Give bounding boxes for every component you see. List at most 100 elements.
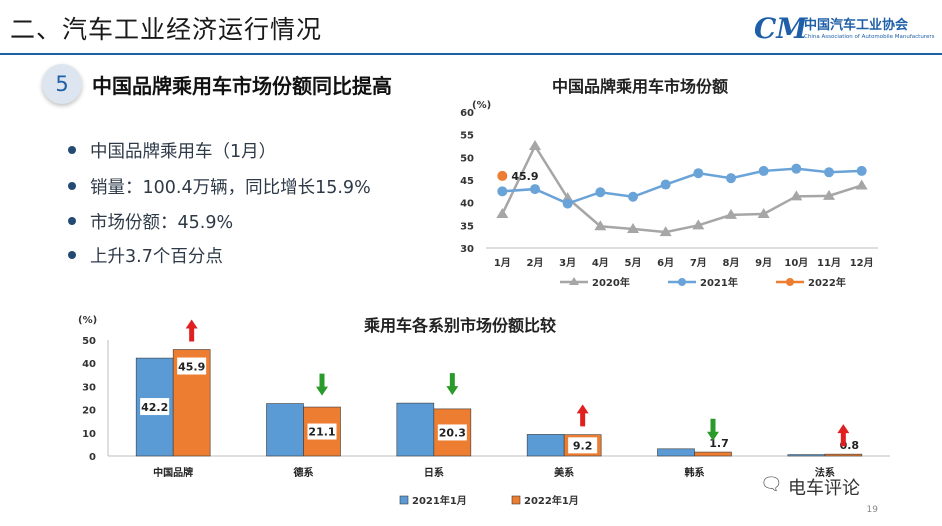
line-chart-x-tick: 11月	[817, 257, 841, 269]
bullet-item: 市场份额：45.9%	[68, 209, 233, 234]
section-title: 二、汽车工业经济运行情况	[10, 15, 323, 44]
legend-swatch	[399, 495, 409, 505]
bar-chart-y-tick: 0	[89, 452, 96, 463]
line-chart-unit: (%)	[472, 100, 491, 111]
line-data-label: 45.9	[511, 170, 538, 183]
bar	[526, 434, 565, 457]
line-chart-x-tick: 2月	[527, 257, 544, 269]
line-point	[529, 140, 541, 150]
line-chart-x-tick: 9月	[755, 257, 772, 269]
line-point	[497, 170, 508, 181]
line-chart-x-tick: 10月	[784, 257, 808, 269]
line-point	[530, 184, 540, 195]
label-box	[568, 437, 598, 454]
bar-category-label: 日系	[424, 466, 444, 479]
label-box	[307, 423, 337, 440]
line-series-2020年	[501, 143, 863, 234]
legend-label: 2021年1月	[412, 494, 467, 507]
line-point	[824, 167, 834, 178]
bullet-item: 上升3.7个百分点	[68, 243, 223, 268]
bar-category-label: 德系	[293, 466, 314, 479]
legend-marker	[786, 278, 794, 286]
trend-up-arrow-icon	[576, 404, 589, 427]
logo-name-en: China Association of Automobile Manufact…	[804, 34, 935, 40]
header-divider	[0, 53, 942, 55]
bar-chart-y-tick: 10	[82, 429, 96, 440]
bar-category-label: 韩系	[685, 466, 705, 479]
line-point	[562, 198, 573, 209]
page-number: 19	[866, 505, 878, 515]
legend-label: 2020年	[592, 276, 630, 289]
label-box	[177, 357, 207, 375]
label-box	[140, 398, 170, 416]
line-chart-y-tick: 30	[460, 244, 474, 255]
line-point	[855, 179, 868, 190]
bullet-item: 销量：100.4万辆，同比增长15.9%	[68, 174, 371, 199]
line-chart-x-tick: 7月	[690, 257, 707, 269]
line-chart-y-tick: 35	[460, 221, 474, 232]
line-chart-x-tick: 1月	[494, 257, 511, 269]
line-point	[659, 226, 672, 237]
bar-category-label: 美系	[554, 466, 574, 479]
bar-chart-y-tick: 50	[82, 336, 96, 347]
bullet-text: 销量：100.4万辆，同比增长15.9%	[90, 178, 371, 198]
bar-category-label: 中国品牌	[153, 466, 193, 479]
line-chart-title: 中国品牌乘用车市场份额	[552, 77, 728, 96]
bar	[824, 453, 863, 457]
bar-category-label: 法系	[815, 466, 835, 479]
bullet-dot	[68, 182, 76, 190]
trend-up-arrow-icon	[185, 319, 198, 342]
logo-mark: CM	[754, 12, 808, 45]
line-point	[791, 163, 802, 174]
line-chart: 中国品牌乘用车市场份额 (%) 30 35 40 45 50 55 60 1月 2月 3月 4月 5…	[460, 77, 878, 289]
bar	[694, 451, 732, 457]
line-point	[790, 190, 803, 201]
line-point	[594, 220, 607, 231]
bullet-text: 市场份额：45.9%	[90, 213, 234, 233]
line-point	[628, 191, 638, 202]
legend-swatch	[511, 495, 521, 505]
bullet-dot	[68, 146, 76, 154]
bar-chart-y-tick: 30	[82, 382, 96, 393]
caam-logo: CM 中国汽车工业协会 China Association of Automob…	[754, 12, 934, 48]
line-chart-x-tick: 6月	[657, 257, 674, 269]
bullet-dot	[68, 217, 76, 225]
bar-chart-y-tick: 40	[82, 359, 96, 370]
bar	[787, 454, 826, 457]
bar-data-label: 1.7	[709, 437, 729, 450]
line-chart-x-tick: 12月	[850, 257, 874, 269]
line-point	[497, 186, 508, 197]
line-chart-y-tick: 45	[460, 176, 474, 187]
bullet-dot	[68, 251, 76, 259]
line-chart-y-tick: 60	[460, 108, 474, 119]
bar-data-label: 9.2	[573, 439, 593, 452]
line-point	[595, 187, 606, 198]
bar-chart-y-tick: 20	[82, 406, 96, 417]
bar-data-label: 20.3	[439, 426, 466, 439]
logo-name-cn: 中国汽车工业协会	[804, 18, 909, 33]
line-chart-y-tick: 40	[460, 199, 474, 210]
line-point	[725, 208, 737, 219]
legend-label: 2021年	[700, 276, 738, 289]
watermark-text: 电车评论	[788, 478, 860, 499]
trend-up-arrow-icon	[837, 424, 850, 447]
line-chart-y-tick: 50	[460, 153, 474, 164]
trend-down-arrow-icon	[707, 418, 719, 441]
line-chart-x-tick: 5月	[625, 257, 642, 269]
bar	[657, 448, 695, 457]
bar	[266, 403, 304, 457]
bar-chart-unit: (%)	[78, 315, 97, 326]
line-point	[856, 165, 867, 176]
line-point	[496, 208, 509, 218]
bar-data-label: 21.1	[308, 426, 335, 439]
line-chart-x-tick: 4月	[592, 257, 609, 269]
line-point	[823, 189, 835, 200]
line-point	[693, 168, 704, 179]
line-point	[692, 219, 705, 230]
legend-label: 2022年1月	[524, 494, 579, 507]
bar-data-label: 45.9	[178, 361, 205, 374]
line-chart-y-tick: 55	[460, 131, 474, 142]
legend-marker	[678, 278, 686, 286]
bar-data-label: 42.2	[141, 401, 168, 414]
wechat-icon: 🗨	[760, 474, 783, 495]
